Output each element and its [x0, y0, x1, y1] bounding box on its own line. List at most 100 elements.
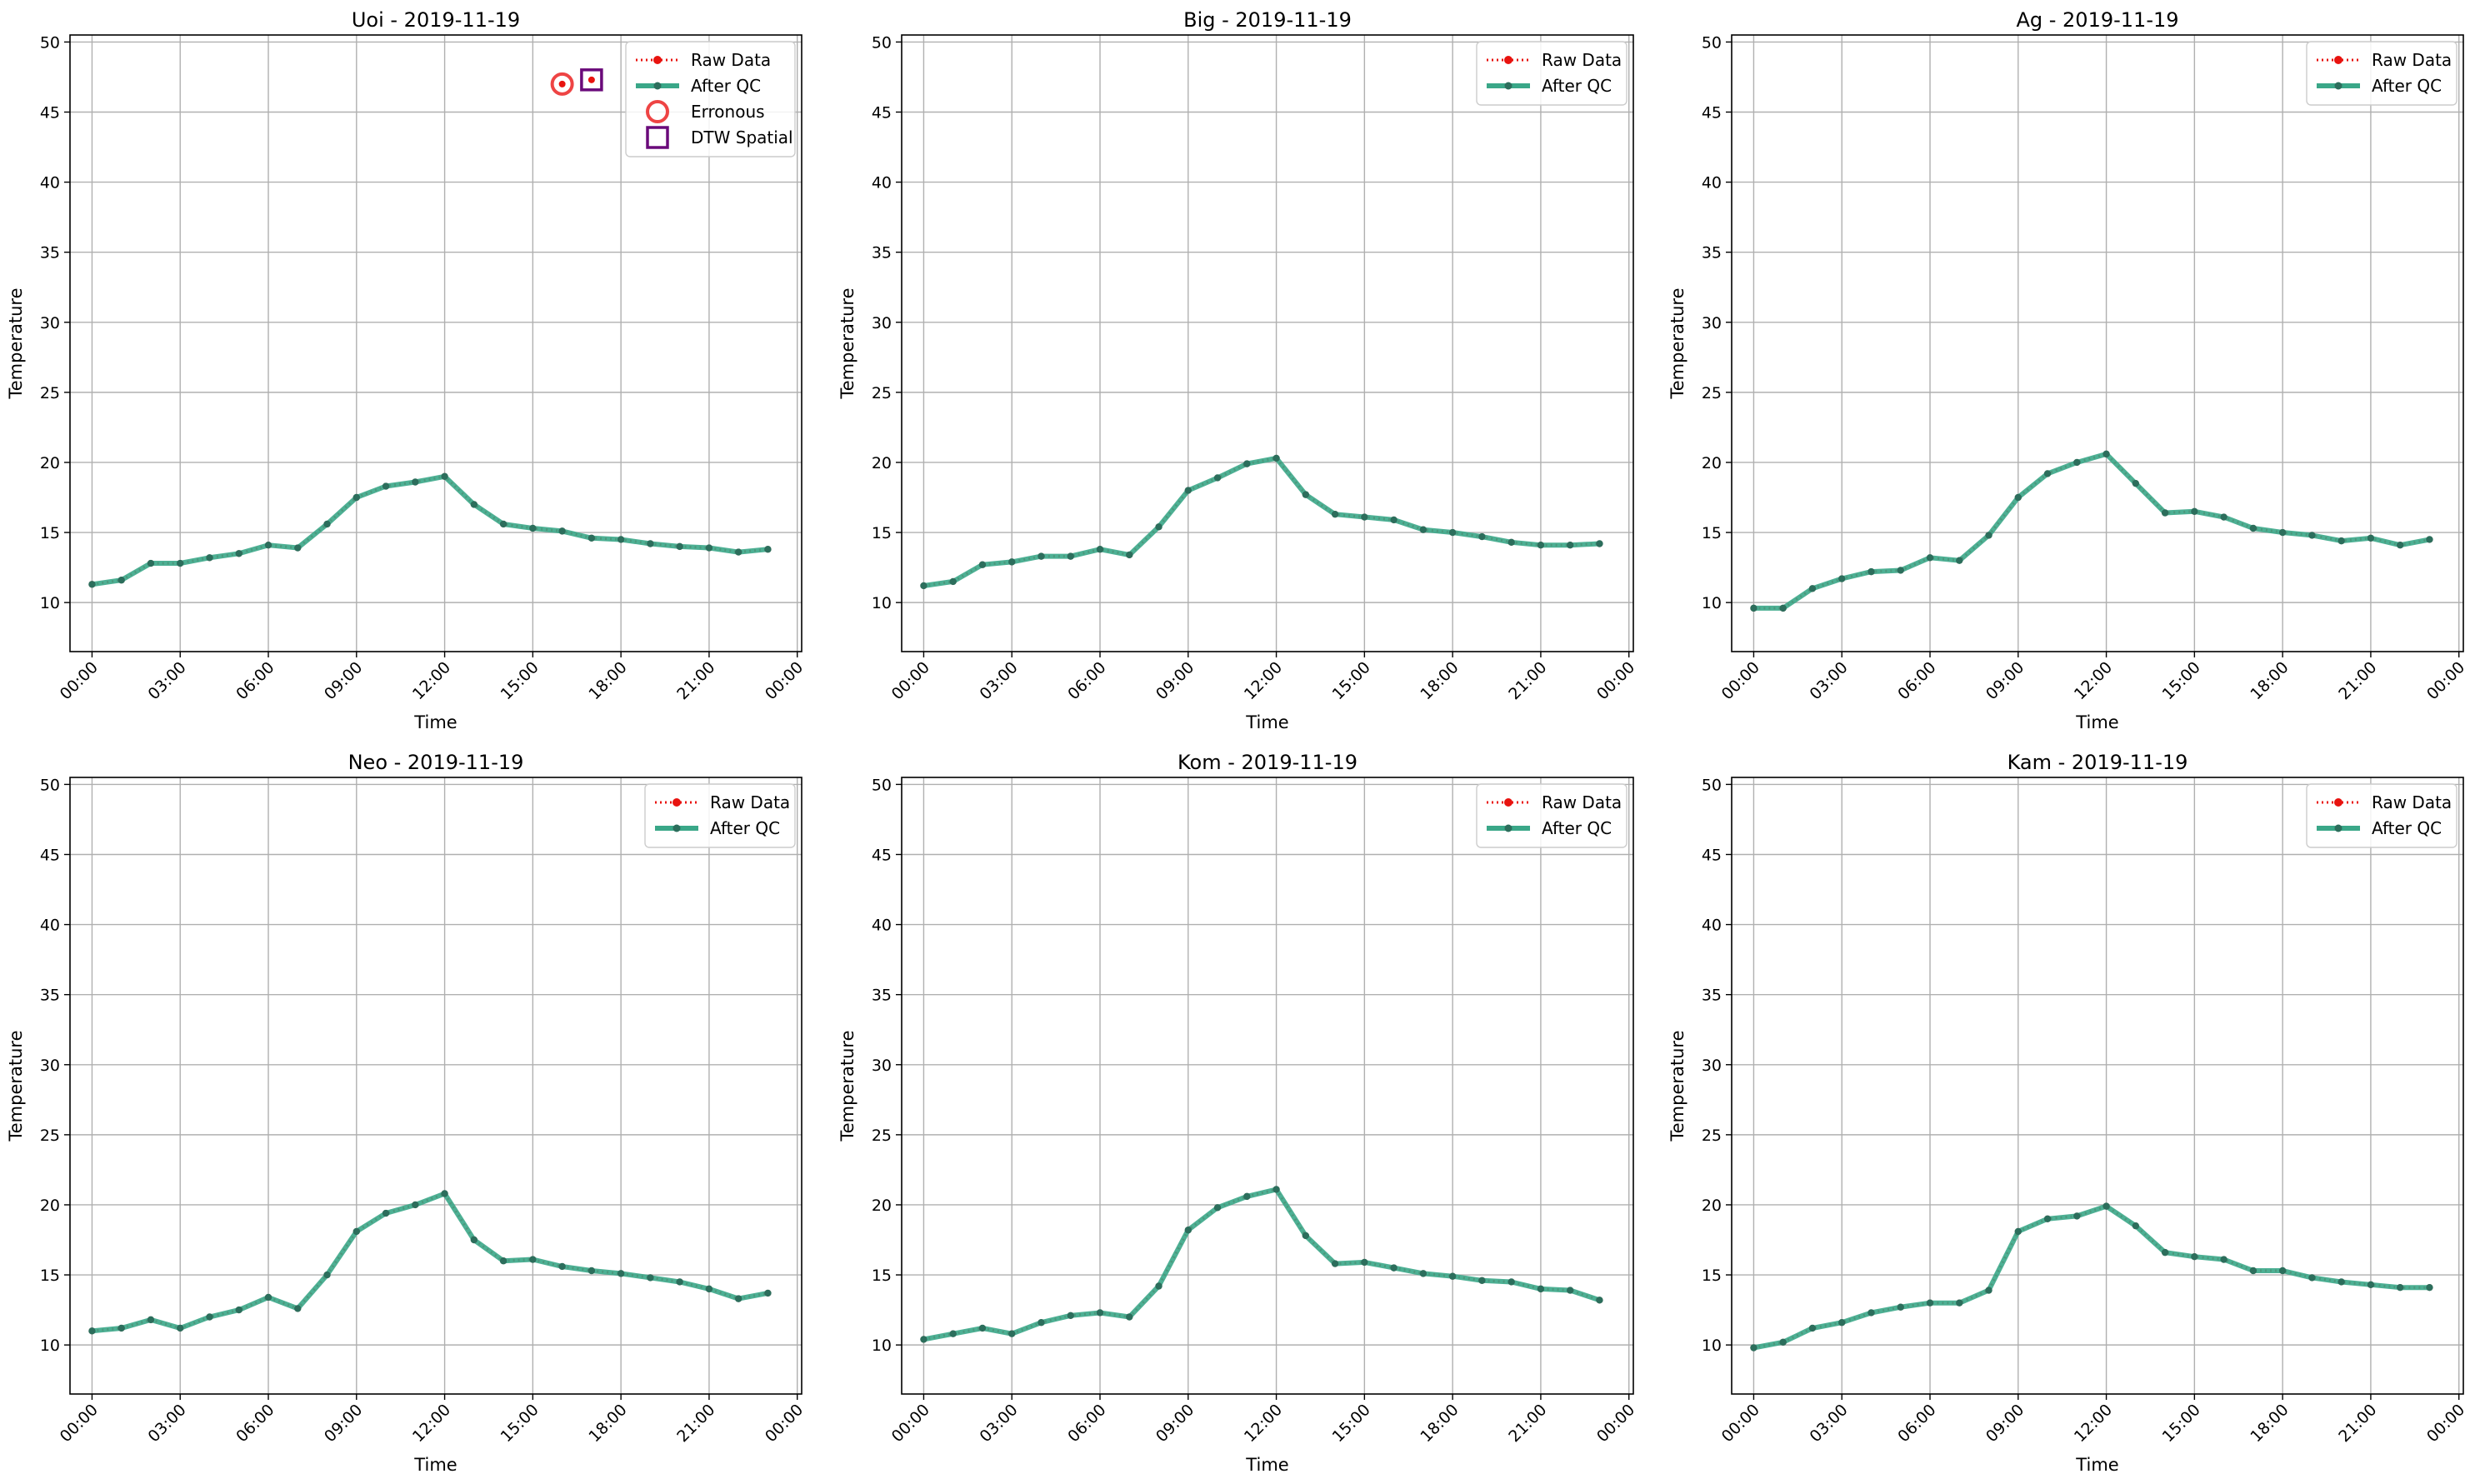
legend-raw-marker	[1504, 56, 1512, 64]
after-qc-data-point	[235, 550, 242, 557]
after-qc-data-point	[1897, 1303, 1904, 1311]
x-axis-label: Time	[2075, 712, 2118, 732]
after-qc-data-point	[1596, 1297, 1603, 1304]
after-qc-data-point	[88, 1327, 96, 1335]
after-qc-data-point	[764, 1289, 772, 1297]
y-tick-label: 20	[872, 454, 892, 472]
after-qc-data-point	[1448, 1272, 1457, 1280]
after-qc-data-point	[1537, 1285, 1545, 1293]
after-qc-data-point	[1243, 1192, 1251, 1201]
x-axis-label: Time	[1245, 712, 1288, 732]
after-qc-data-point	[978, 1324, 987, 1332]
y-tick-label: 40	[1702, 174, 1722, 192]
after-qc-data-point	[734, 548, 742, 556]
axes-frame	[69, 777, 802, 1395]
legend: Raw Data After QC	[644, 783, 796, 848]
after-qc-data-point	[1508, 538, 1515, 547]
y-tick-label: 50	[872, 33, 892, 52]
y-tick-label: 40	[872, 174, 892, 192]
after-qc-data-point	[1213, 474, 1222, 482]
after-qc-data-point	[676, 542, 683, 551]
after-qc-data-point	[2191, 507, 2198, 516]
legend-label: After QC	[2372, 76, 2442, 96]
y-tick-label: 25	[40, 384, 60, 402]
after-qc-data-point	[499, 1257, 508, 1265]
after-qc-data-point	[1808, 1324, 1817, 1332]
y-tick-label: 50	[40, 776, 60, 794]
y-tick-label: 10	[1702, 594, 1722, 612]
after-qc-data-point	[1926, 554, 1934, 562]
y-tick-label: 20	[1702, 1197, 1722, 1215]
after-qc-data-point	[1478, 532, 1486, 541]
after-qc-data-point	[235, 1306, 242, 1314]
dtw-spatial-flag-marker	[580, 68, 603, 92]
legend: Raw Data After QC Erronous DTW Spatial	[625, 41, 796, 157]
after-qc-data-point	[382, 482, 390, 490]
after-qc-data-point	[1419, 1270, 1428, 1277]
after-qc-data-point	[1331, 1260, 1339, 1267]
after-qc-data-point	[1126, 1313, 1133, 1321]
axes-frame	[901, 34, 1634, 652]
after-qc-data-point	[920, 1336, 928, 1343]
legend: Raw Data After QC	[1476, 783, 1628, 848]
y-tick-label: 45	[872, 847, 892, 865]
after-qc-data-point	[441, 1190, 448, 1197]
after-qc-data-point	[949, 1330, 957, 1337]
after-qc-data-point	[2132, 479, 2140, 487]
after-qc-data-point	[323, 1271, 331, 1279]
after-qc-data-point	[2161, 509, 2169, 517]
after-qc-data-point	[647, 540, 654, 547]
after-qc-data-point	[1956, 1299, 1963, 1307]
after-qc-data-point	[1331, 510, 1339, 518]
y-tick-label: 35	[872, 244, 892, 262]
legend-label: Raw Data	[691, 50, 771, 70]
after-qc-data-point	[499, 520, 508, 528]
after-qc-data-point	[470, 501, 478, 508]
after-qc-data-point	[529, 1256, 537, 1263]
after-qc-data-point	[88, 581, 96, 588]
y-axis-label: Temperature	[6, 287, 26, 399]
legend: Raw Data After QC	[1476, 41, 1628, 106]
after-qc-data-point	[1779, 604, 1787, 612]
after-qc-data-point	[1596, 540, 1603, 547]
legend-dtw-marker	[646, 126, 669, 149]
after-qc-data-point	[2014, 1227, 2022, 1236]
after-qc-data-point	[352, 1227, 360, 1236]
axes-frame	[69, 34, 802, 652]
legend-raw-marker	[2334, 56, 2342, 64]
after-qc-data-point	[412, 1201, 419, 1209]
y-tick-label: 10	[1702, 1337, 1722, 1355]
after-qc-data-point	[1956, 557, 1963, 564]
y-tick-label: 30	[40, 1057, 60, 1075]
legend-label: After QC	[2372, 818, 2442, 838]
after-qc-data-point	[2043, 470, 2052, 477]
legend-raw-marker	[653, 56, 662, 64]
after-qc-data-point	[1008, 1330, 1016, 1337]
after-qc-data-point	[949, 577, 957, 586]
after-qc-data-point	[2132, 1222, 2140, 1230]
legend-box	[1476, 783, 1628, 848]
legend-box	[644, 783, 796, 848]
after-qc-data-point	[1750, 604, 1758, 612]
y-axis-label: Temperature	[1668, 287, 1688, 399]
after-qc-data-point	[2249, 1267, 2258, 1275]
y-tick-label: 45	[872, 104, 892, 122]
y-tick-label: 25	[1702, 384, 1722, 402]
y-tick-label: 10	[872, 1337, 892, 1355]
after-qc-data-point	[1985, 532, 1992, 539]
after-qc-data-point	[2426, 1283, 2433, 1292]
after-qc-data-point	[2396, 541, 2404, 549]
y-tick-label: 50	[40, 33, 60, 52]
y-tick-label: 35	[40, 244, 60, 262]
after-qc-data-point	[1008, 558, 1016, 566]
subplot-title: Neo - 2019-11-19	[348, 751, 524, 774]
after-qc-data-point	[118, 577, 125, 584]
legend: Raw Data After QC	[2306, 41, 2458, 106]
y-tick-label: 30	[872, 314, 892, 332]
after-qc-data-point	[1508, 1278, 1515, 1286]
y-tick-label: 35	[1702, 987, 1722, 1005]
after-qc-data-point	[1566, 541, 1574, 549]
legend-label: Raw Data	[2372, 792, 2452, 812]
y-tick-label: 50	[1702, 776, 1722, 794]
